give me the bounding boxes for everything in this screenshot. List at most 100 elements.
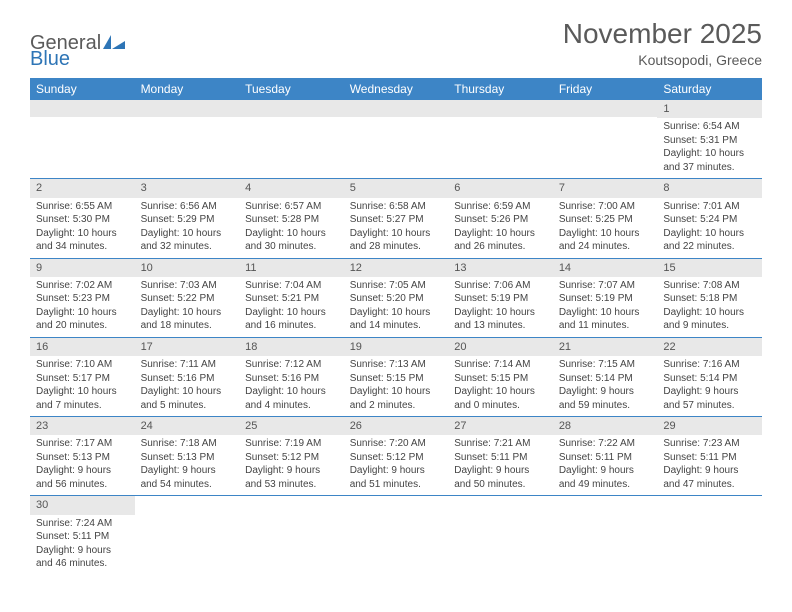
- day-data: Sunrise: 7:14 AMSunset: 5:15 PMDaylight:…: [448, 356, 553, 416]
- daylight-text: Daylight: 10 hours and 30 minutes.: [245, 227, 338, 254]
- day-data: Sunrise: 7:11 AMSunset: 5:16 PMDaylight:…: [135, 356, 240, 416]
- day-data: Sunrise: 7:24 AMSunset: 5:11 PMDaylight:…: [30, 515, 135, 575]
- sunrise-text: Sunrise: 7:11 AM: [141, 358, 234, 372]
- calendar-day-cell: [344, 100, 449, 179]
- day-data: Sunrise: 7:18 AMSunset: 5:13 PMDaylight:…: [135, 435, 240, 495]
- daylight-text: Daylight: 10 hours and 5 minutes.: [141, 385, 234, 412]
- calendar-day-cell: 20Sunrise: 7:14 AMSunset: 5:15 PMDayligh…: [448, 337, 553, 416]
- day-data: Sunrise: 6:59 AMSunset: 5:26 PMDaylight:…: [448, 198, 553, 258]
- page-title: November 2025: [563, 18, 762, 50]
- day-data: Sunrise: 7:08 AMSunset: 5:18 PMDaylight:…: [657, 277, 762, 337]
- weekday-header: Wednesday: [344, 78, 449, 100]
- calendar-day-cell: 17Sunrise: 7:11 AMSunset: 5:16 PMDayligh…: [135, 337, 240, 416]
- sunrise-text: Sunrise: 7:18 AM: [141, 437, 234, 451]
- sunset-text: Sunset: 5:15 PM: [454, 372, 547, 386]
- day-data: Sunrise: 7:10 AMSunset: 5:17 PMDaylight:…: [30, 356, 135, 416]
- calendar-day-cell: 23Sunrise: 7:17 AMSunset: 5:13 PMDayligh…: [30, 417, 135, 496]
- daylight-text: Daylight: 9 hours and 46 minutes.: [36, 544, 129, 571]
- calendar-day-cell: 7Sunrise: 7:00 AMSunset: 5:25 PMDaylight…: [553, 179, 658, 258]
- sunrise-text: Sunrise: 7:14 AM: [454, 358, 547, 372]
- day-number: 26: [344, 417, 449, 435]
- calendar-day-cell: 10Sunrise: 7:03 AMSunset: 5:22 PMDayligh…: [135, 258, 240, 337]
- day-number: 24: [135, 417, 240, 435]
- calendar-day-cell: [239, 496, 344, 575]
- weekday-header: Sunday: [30, 78, 135, 100]
- daylight-text: Daylight: 10 hours and 16 minutes.: [245, 306, 338, 333]
- daylight-text: Daylight: 10 hours and 24 minutes.: [559, 227, 652, 254]
- daylight-text: Daylight: 10 hours and 32 minutes.: [141, 227, 234, 254]
- sunrise-text: Sunrise: 7:19 AM: [245, 437, 338, 451]
- calendar-body: 1Sunrise: 6:54 AMSunset: 5:31 PMDaylight…: [30, 100, 762, 575]
- day-number: 11: [239, 259, 344, 277]
- calendar-day-cell: 29Sunrise: 7:23 AMSunset: 5:11 PMDayligh…: [657, 417, 762, 496]
- calendar-day-cell: [135, 100, 240, 179]
- sunset-text: Sunset: 5:20 PM: [350, 292, 443, 306]
- flag-icon: [103, 35, 125, 49]
- calendar-week-row: 9Sunrise: 7:02 AMSunset: 5:23 PMDaylight…: [30, 258, 762, 337]
- sunset-text: Sunset: 5:17 PM: [36, 372, 129, 386]
- calendar-day-cell: 12Sunrise: 7:05 AMSunset: 5:20 PMDayligh…: [344, 258, 449, 337]
- sunset-text: Sunset: 5:28 PM: [245, 213, 338, 227]
- weekday-header: Tuesday: [239, 78, 344, 100]
- sunset-text: Sunset: 5:29 PM: [141, 213, 234, 227]
- sunrise-text: Sunrise: 7:22 AM: [559, 437, 652, 451]
- day-data: Sunrise: 6:57 AMSunset: 5:28 PMDaylight:…: [239, 198, 344, 258]
- title-block: November 2025 Koutsopodi, Greece: [563, 18, 762, 68]
- sunrise-text: Sunrise: 7:24 AM: [36, 517, 129, 531]
- sunrise-text: Sunrise: 7:08 AM: [663, 279, 756, 293]
- daylight-text: Daylight: 10 hours and 20 minutes.: [36, 306, 129, 333]
- sunrise-text: Sunrise: 7:23 AM: [663, 437, 756, 451]
- calendar-day-cell: 24Sunrise: 7:18 AMSunset: 5:13 PMDayligh…: [135, 417, 240, 496]
- daylight-text: Daylight: 10 hours and 22 minutes.: [663, 227, 756, 254]
- daylight-text: Daylight: 10 hours and 4 minutes.: [245, 385, 338, 412]
- calendar-day-cell: [657, 496, 762, 575]
- day-number: 3: [135, 179, 240, 197]
- sunrise-text: Sunrise: 7:17 AM: [36, 437, 129, 451]
- day-number: 29: [657, 417, 762, 435]
- calendar-day-cell: 30Sunrise: 7:24 AMSunset: 5:11 PMDayligh…: [30, 496, 135, 575]
- calendar-day-cell: 9Sunrise: 7:02 AMSunset: 5:23 PMDaylight…: [30, 258, 135, 337]
- day-number: 20: [448, 338, 553, 356]
- day-number: 2: [30, 179, 135, 197]
- sunset-text: Sunset: 5:22 PM: [141, 292, 234, 306]
- day-number: 15: [657, 259, 762, 277]
- day-data: Sunrise: 7:04 AMSunset: 5:21 PMDaylight:…: [239, 277, 344, 337]
- calendar-day-cell: [448, 100, 553, 179]
- sunrise-text: Sunrise: 7:02 AM: [36, 279, 129, 293]
- sunset-text: Sunset: 5:26 PM: [454, 213, 547, 227]
- daylight-text: Daylight: 9 hours and 56 minutes.: [36, 464, 129, 491]
- sunset-text: Sunset: 5:11 PM: [663, 451, 756, 465]
- day-data: Sunrise: 6:54 AMSunset: 5:31 PMDaylight:…: [657, 118, 762, 178]
- calendar-day-cell: [239, 100, 344, 179]
- day-number: 16: [30, 338, 135, 356]
- sunset-text: Sunset: 5:23 PM: [36, 292, 129, 306]
- day-data: Sunrise: 7:05 AMSunset: 5:20 PMDaylight:…: [344, 277, 449, 337]
- calendar-day-cell: 25Sunrise: 7:19 AMSunset: 5:12 PMDayligh…: [239, 417, 344, 496]
- calendar-week-row: 2Sunrise: 6:55 AMSunset: 5:30 PMDaylight…: [30, 179, 762, 258]
- weekday-header: Thursday: [448, 78, 553, 100]
- calendar-day-cell: 6Sunrise: 6:59 AMSunset: 5:26 PMDaylight…: [448, 179, 553, 258]
- calendar-day-cell: [553, 496, 658, 575]
- calendar-day-cell: 21Sunrise: 7:15 AMSunset: 5:14 PMDayligh…: [553, 337, 658, 416]
- sunset-text: Sunset: 5:12 PM: [350, 451, 443, 465]
- day-number: 5: [344, 179, 449, 197]
- sunrise-text: Sunrise: 7:07 AM: [559, 279, 652, 293]
- day-number: 9: [30, 259, 135, 277]
- calendar-day-cell: 16Sunrise: 7:10 AMSunset: 5:17 PMDayligh…: [30, 337, 135, 416]
- day-data: Sunrise: 7:13 AMSunset: 5:15 PMDaylight:…: [344, 356, 449, 416]
- day-number: 17: [135, 338, 240, 356]
- day-data: Sunrise: 6:56 AMSunset: 5:29 PMDaylight:…: [135, 198, 240, 258]
- sunset-text: Sunset: 5:14 PM: [559, 372, 652, 386]
- calendar-day-cell: 1Sunrise: 6:54 AMSunset: 5:31 PMDaylight…: [657, 100, 762, 179]
- day-number: 30: [30, 496, 135, 514]
- sunrise-text: Sunrise: 7:04 AM: [245, 279, 338, 293]
- day-data: Sunrise: 7:02 AMSunset: 5:23 PMDaylight:…: [30, 277, 135, 337]
- day-data: Sunrise: 7:15 AMSunset: 5:14 PMDaylight:…: [553, 356, 658, 416]
- sunrise-text: Sunrise: 6:55 AM: [36, 200, 129, 214]
- day-data: Sunrise: 7:22 AMSunset: 5:11 PMDaylight:…: [553, 435, 658, 495]
- sunset-text: Sunset: 5:11 PM: [454, 451, 547, 465]
- sunset-text: Sunset: 5:19 PM: [454, 292, 547, 306]
- day-number: 4: [239, 179, 344, 197]
- daylight-text: Daylight: 10 hours and 37 minutes.: [663, 147, 756, 174]
- day-number-empty: [135, 100, 240, 117]
